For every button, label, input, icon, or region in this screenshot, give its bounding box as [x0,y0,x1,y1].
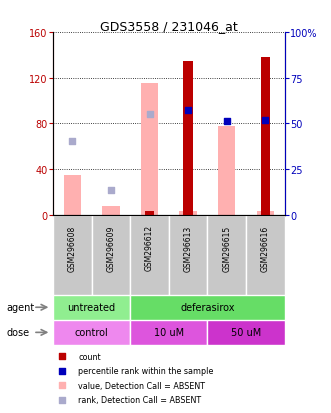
Point [70,138,75,145]
Text: control: control [75,328,109,337]
Point [60,382,65,389]
Bar [218,126,235,215]
Bar [53,215,92,295]
Text: value, Detection Call = ABSENT: value, Detection Call = ABSENT [78,381,206,390]
Text: 50 uM: 50 uM [231,328,261,337]
Text: dose: dose [7,328,30,337]
Bar [92,215,130,295]
Text: percentile rank within the sample: percentile rank within the sample [78,366,214,375]
Text: GSM296609: GSM296609 [106,225,116,271]
Bar [179,212,197,215]
Point [108,187,114,194]
Bar [183,62,193,215]
Bar [260,58,270,215]
Bar [246,215,285,295]
Point [185,107,191,114]
Bar [130,320,208,345]
Text: GSM296613: GSM296613 [184,225,193,271]
Bar [169,215,208,295]
Text: rank, Detection Call = ABSENT: rank, Detection Call = ABSENT [78,396,202,404]
Bar [53,295,130,320]
Text: GSM296608: GSM296608 [68,225,77,271]
Point [60,353,65,360]
Bar [141,84,158,215]
Point [224,119,229,125]
Bar [53,320,130,345]
Text: count: count [78,352,101,361]
Bar [130,295,285,320]
Title: GDS3558 / 231046_at: GDS3558 / 231046_at [100,20,238,33]
Bar [145,212,154,215]
Bar [208,320,285,345]
Point [263,117,268,124]
Point [60,396,65,403]
Bar [208,215,246,295]
Text: agent: agent [7,302,35,313]
Bar [257,212,274,215]
Bar [64,176,81,215]
Text: untreated: untreated [68,302,116,313]
Bar [130,215,169,295]
Text: GSM296615: GSM296615 [222,225,231,271]
Text: GSM296616: GSM296616 [261,225,270,271]
Text: 10 uM: 10 uM [154,328,184,337]
Bar [102,206,119,215]
Text: GSM296612: GSM296612 [145,225,154,271]
Point [147,112,152,119]
Point [60,367,65,374]
Text: deferasirox: deferasirox [180,302,235,313]
